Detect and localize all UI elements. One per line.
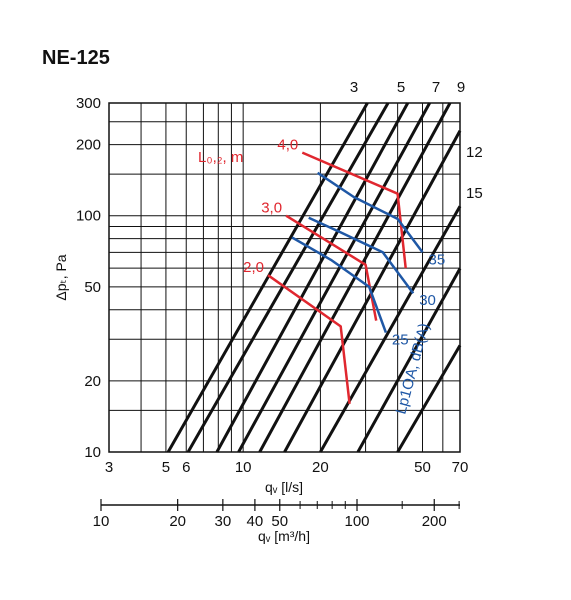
noise-line-label: 30 <box>419 292 436 309</box>
setting-label: 3 <box>350 79 358 96</box>
secondary-axis-label: qᵥ [m³/h] <box>258 528 310 544</box>
x-tick-label: 20 <box>312 459 329 476</box>
noise-line <box>308 216 415 294</box>
noise-line-label: 35 <box>429 251 446 268</box>
x-tick-label: 3 <box>105 459 113 476</box>
setting-line <box>283 130 462 453</box>
setting-line <box>319 205 462 453</box>
setting-line <box>166 102 369 453</box>
secondary-tick-label: 10 <box>93 513 110 530</box>
throw-line-label: 2,0 <box>243 259 264 276</box>
throw-legend-title: L₀,₂, m <box>198 149 243 166</box>
y-axis-label: Δpₜ, Pa <box>53 254 69 300</box>
throw-lines <box>267 151 407 404</box>
setting-label: 7 <box>432 79 440 96</box>
secondary-axis: 10 20 30 40 50 100 200 qᵥ [m³/h] <box>93 499 460 544</box>
y-tick-label: 200 <box>76 137 101 154</box>
x-tick-label: 50 <box>414 459 431 476</box>
noise-line <box>291 236 388 334</box>
secondary-tick-label: 40 <box>247 513 264 530</box>
noise-line-label: 25 <box>392 332 409 349</box>
setting-line <box>396 344 462 453</box>
x-axis-label: qᵥ [l/s] <box>265 479 303 495</box>
noise-lines <box>291 171 424 334</box>
y-tick-label: 50 <box>84 279 101 296</box>
x-tick-label: 5 <box>162 459 170 476</box>
setting-line <box>356 267 462 453</box>
setting-label: 15 <box>466 185 483 202</box>
throw-line <box>285 214 378 321</box>
secondary-tick-label: 20 <box>169 513 186 530</box>
secondary-tick-label: 30 <box>215 513 232 530</box>
throw-line <box>301 151 407 269</box>
y-tick-label: 10 <box>84 444 101 461</box>
setting-label: 12 <box>466 144 483 161</box>
setting-label: 5 <box>397 79 405 96</box>
x-tick-label: 70 <box>452 459 469 476</box>
secondary-tick-label: 200 <box>422 513 447 530</box>
x-tick-label: 6 <box>182 459 190 476</box>
throw-line-label: 4,0 <box>277 137 298 154</box>
setting-label: 9 <box>457 79 465 96</box>
y-tick-label: 300 <box>76 95 101 112</box>
chart-title: NE-125 <box>42 47 110 69</box>
secondary-tick-label: 100 <box>344 513 369 530</box>
secondary-tick-label: 50 <box>271 513 288 530</box>
throw-line <box>267 274 351 404</box>
noise-line <box>316 171 424 254</box>
setting-line <box>215 102 410 453</box>
x-tick-label: 10 <box>235 459 252 476</box>
throw-line-label: 3,0 <box>261 200 282 217</box>
setting-line <box>186 102 390 453</box>
y-tick-label: 20 <box>84 373 101 390</box>
setting-line <box>237 102 431 453</box>
y-tick-label: 100 <box>76 208 101 225</box>
